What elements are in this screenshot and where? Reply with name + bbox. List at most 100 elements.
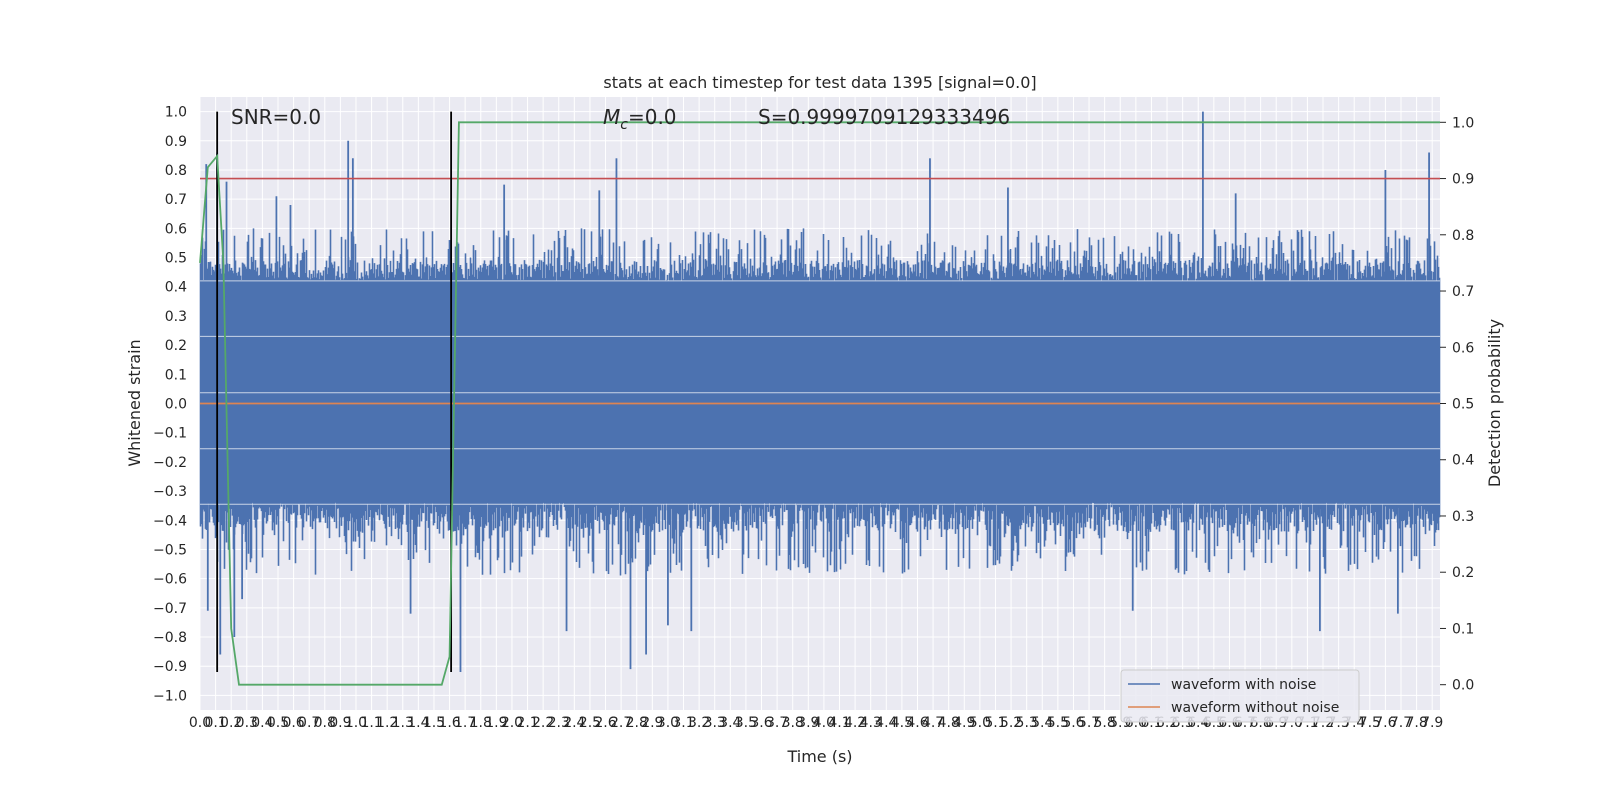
y2-tick-label: 0.6 (1452, 340, 1474, 356)
x-tick-label: 1.9 (485, 715, 507, 731)
y-tick-label: −0.5 (153, 542, 187, 558)
x-tick-label: 5.0 (969, 715, 991, 731)
x-tick-label: 3.5 (735, 715, 757, 731)
legend-box (1120, 669, 1360, 723)
x-tick-label: 3.9 (797, 715, 819, 731)
y-tick-label: 1.0 (165, 105, 187, 121)
x-tick-label: 4.6 (906, 715, 928, 731)
x-tick-label: 1.1 (360, 715, 382, 731)
x-tick-label: 4.1 (828, 715, 850, 731)
y-tick-label: −0.4 (153, 513, 187, 529)
y-tick-label: 0.2 (165, 338, 187, 354)
x-tick-label: 2.8 (626, 715, 648, 731)
x-tick-label: 0.4 (251, 715, 273, 731)
legend-label-without-noise: waveform without noise (1171, 700, 1339, 716)
x-tick-label: 7.6 (1374, 715, 1396, 731)
x-tick-label: 0.1 (204, 715, 226, 731)
y-tick-label: −0.9 (153, 659, 187, 675)
x-tick-label: 3.4 (719, 715, 741, 731)
y-axis-label: Whitened strain (125, 339, 144, 466)
x-tick-label: 0.5 (267, 715, 289, 731)
x-tick-label: 1.2 (376, 715, 398, 731)
x-tick-label: 0.9 (329, 715, 351, 731)
x-tick-label: 0.3 (236, 715, 258, 731)
x-tick-label: 4.5 (891, 715, 913, 731)
x-tick-label: 0.7 (298, 715, 320, 731)
x-tick-label: 3.3 (704, 715, 726, 731)
mc-symbol: M (603, 105, 620, 129)
x-tick-label: 7.5 (1359, 715, 1381, 731)
y-tick-label: −0.6 (153, 572, 187, 588)
y-tick-label: −0.3 (153, 484, 187, 500)
x-tick-label: 4.0 (813, 715, 835, 731)
x-tick-label: 3.2 (688, 715, 710, 731)
y-tick-label: 0.4 (165, 280, 187, 296)
x-tick-label: 5.1 (984, 715, 1006, 731)
x-tick-label: 2.2 (532, 715, 554, 731)
x-tick-label: 4.9 (953, 715, 975, 731)
y2-tick-label: 1.0 (1452, 115, 1474, 131)
x-tick-label: 2.9 (641, 715, 663, 731)
x-tick-label: 5.8 (1094, 715, 1116, 731)
x-tick-label: 1.6 (438, 715, 460, 731)
x-tick-label: 3.1 (672, 715, 694, 731)
x-tick-label: 3.7 (766, 715, 788, 731)
mc-value: =0.0 (628, 105, 677, 129)
x-tick-label: 3.0 (657, 715, 679, 731)
x-tick-label: 7.9 (1421, 715, 1443, 731)
x-tick-label: 5.5 (1047, 715, 1069, 731)
x-tick-label: 5.2 (1000, 715, 1022, 731)
y2-tick-label: 0.1 (1452, 621, 1474, 637)
detection-probability-line (199, 121, 1440, 686)
y-tick-label: 0.6 (165, 221, 187, 237)
y-tick-label: 0.5 (165, 251, 187, 267)
x-tick-label: 1.5 (423, 715, 445, 731)
y2-tick-label: 0.0 (1452, 678, 1474, 694)
x-tick-label: 0.8 (314, 715, 336, 731)
y-tick-label: −0.1 (153, 426, 187, 442)
y-tick-label: −0.8 (153, 630, 187, 646)
y2-axis-label: Detection probability (1485, 319, 1504, 487)
y-tick-label: −0.7 (153, 601, 187, 617)
x-tick-label: 3.8 (782, 715, 804, 731)
x-tick-label: 5.4 (1031, 715, 1053, 731)
y-tick-label: −1.0 (153, 688, 187, 704)
y-tick-label: 0.3 (165, 309, 187, 325)
x-tick-label: 1.8 (470, 715, 492, 731)
y-tick-label: 0.1 (165, 367, 187, 383)
x-tick-label: 2.1 (516, 715, 538, 731)
x-tick-label: 4.2 (844, 715, 866, 731)
y2-tick-label: 0.4 (1452, 453, 1474, 469)
y2-tick-label: 0.5 (1452, 397, 1474, 413)
lines-layer (199, 111, 1440, 686)
y2-tick-label: 0.9 (1452, 172, 1474, 188)
y2-tick-label: 0.7 (1452, 284, 1474, 300)
x-tick-label: 7.7 (1390, 715, 1412, 731)
y-tick-label: 0.8 (165, 163, 187, 179)
x-tick-label: 5.3 (1016, 715, 1038, 731)
y-tick-label: 0.9 (165, 134, 187, 150)
y-tick-label: 0.0 (165, 397, 187, 413)
mc-annotation: Mc=0.0 (603, 105, 677, 133)
x-tick-label: 0.2 (220, 715, 242, 731)
noise-waveform-layer (199, 111, 1441, 673)
x-tick-label: 1.4 (407, 715, 429, 731)
y-tick-label: 0.7 (165, 192, 187, 208)
x-tick-label: 2.4 (563, 715, 585, 731)
legend: waveform with noise waveform without noi… (1120, 669, 1360, 723)
x-tick-label: 4.3 (860, 715, 882, 731)
s-annotation: S=0.9999709129333496 (758, 105, 1010, 129)
legend-label-with-noise: waveform with noise (1171, 677, 1316, 693)
x-tick-label: 0.6 (282, 715, 304, 731)
y2-tick-label: 0.2 (1452, 565, 1474, 581)
y2-tick-label: 0.3 (1452, 509, 1474, 525)
x-axis-label: Time (s) (786, 747, 852, 766)
x-tick-label: 2.6 (594, 715, 616, 731)
x-tick-label: 2.5 (579, 715, 601, 731)
y2-tick-label: 0.8 (1452, 228, 1474, 244)
x-tick-label: 3.6 (750, 715, 772, 731)
mc-subscript: c (620, 117, 628, 133)
x-tick-label: 4.8 (938, 715, 960, 731)
